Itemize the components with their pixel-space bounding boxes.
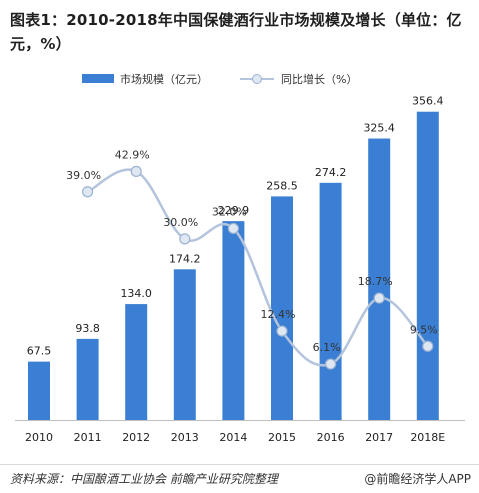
bar-2010 bbox=[28, 361, 50, 420]
legend-bar-label: 市场规模（亿元） bbox=[120, 72, 208, 86]
bar-2011 bbox=[76, 338, 99, 420]
bar-value-label-2013: 174.2 bbox=[169, 252, 201, 265]
growth-label-2016: 6.1% bbox=[313, 341, 341, 354]
source-note: 资料来源：中国酿酒工业协会 前瞻产业研究院整理 bbox=[10, 472, 278, 486]
growth-marker-2017 bbox=[373, 292, 385, 304]
growth-marker-2011 bbox=[81, 186, 94, 198]
bar-value-label-2018E: 356.4 bbox=[412, 95, 444, 108]
x-tick-label-2014: 2014 bbox=[219, 431, 247, 444]
growth-label-2012: 42.9% bbox=[115, 148, 150, 161]
growth-label-2013: 30.0% bbox=[163, 216, 198, 229]
x-tick-label-2013: 2013 bbox=[171, 431, 199, 444]
growth-marker-2016 bbox=[325, 358, 337, 370]
bar-2017 bbox=[368, 138, 391, 421]
growth-label-2017: 18.7% bbox=[358, 275, 393, 288]
growth-marker-2013 bbox=[179, 233, 191, 245]
bar-2014 bbox=[222, 221, 245, 420]
bar-value-label-2015: 258.5 bbox=[266, 179, 298, 192]
growth-marker-2015 bbox=[276, 325, 288, 337]
bar-value-label-2017: 325.4 bbox=[363, 122, 395, 135]
growth-label-2011: 39.0% bbox=[66, 169, 101, 182]
bar-2015 bbox=[271, 196, 293, 420]
footer: 资料来源：中国酿酒工业协会 前瞻产业研究院整理 @前瞻经济学人APP bbox=[0, 464, 479, 489]
x-tick-label-2010: 2010 bbox=[25, 431, 53, 444]
credit-note: @前瞻经济学人APP bbox=[364, 472, 471, 486]
bar-value-label-2011: 93.8 bbox=[75, 322, 100, 335]
x-tick-label-2018E: 2018E bbox=[410, 431, 445, 444]
bar-value-label-2012: 134.0 bbox=[120, 287, 152, 300]
chart-title: 图表1：2010-2018年中国保健酒行业市场规模及增长（单位：亿元，%） bbox=[10, 11, 462, 53]
growth-label-2015: 12.4% bbox=[261, 308, 296, 321]
x-tick-label-2015: 2015 bbox=[268, 431, 296, 444]
growth-marker-2014 bbox=[227, 222, 239, 235]
bar-value-label-2010: 67.5 bbox=[27, 345, 52, 358]
growth-marker-2018E bbox=[422, 340, 434, 352]
legend-bar-swatch bbox=[82, 74, 114, 83]
legend-line-marker bbox=[252, 74, 262, 84]
bar-2018E bbox=[416, 111, 439, 421]
bar-2013 bbox=[173, 269, 196, 420]
growth-line bbox=[86, 168, 430, 367]
bar-value-label-2016: 274.2 bbox=[315, 166, 347, 179]
bar-2016 bbox=[319, 182, 342, 420]
x-tick-label-2017: 2017 bbox=[365, 431, 393, 444]
growth-label-2018E: 9.5% bbox=[410, 323, 438, 336]
growth-marker-2012 bbox=[130, 165, 142, 177]
growth-label-2014: 32.0% bbox=[212, 205, 247, 218]
bar-2012 bbox=[125, 304, 148, 420]
x-tick-label-2012: 2012 bbox=[122, 431, 150, 444]
bar-value-label-2014: 229.9 bbox=[218, 204, 250, 217]
x-tick-label-2011: 2011 bbox=[74, 431, 102, 444]
legend-line-label: 同比增长（%） bbox=[281, 72, 357, 86]
x-tick-label-2016: 2016 bbox=[317, 431, 345, 444]
